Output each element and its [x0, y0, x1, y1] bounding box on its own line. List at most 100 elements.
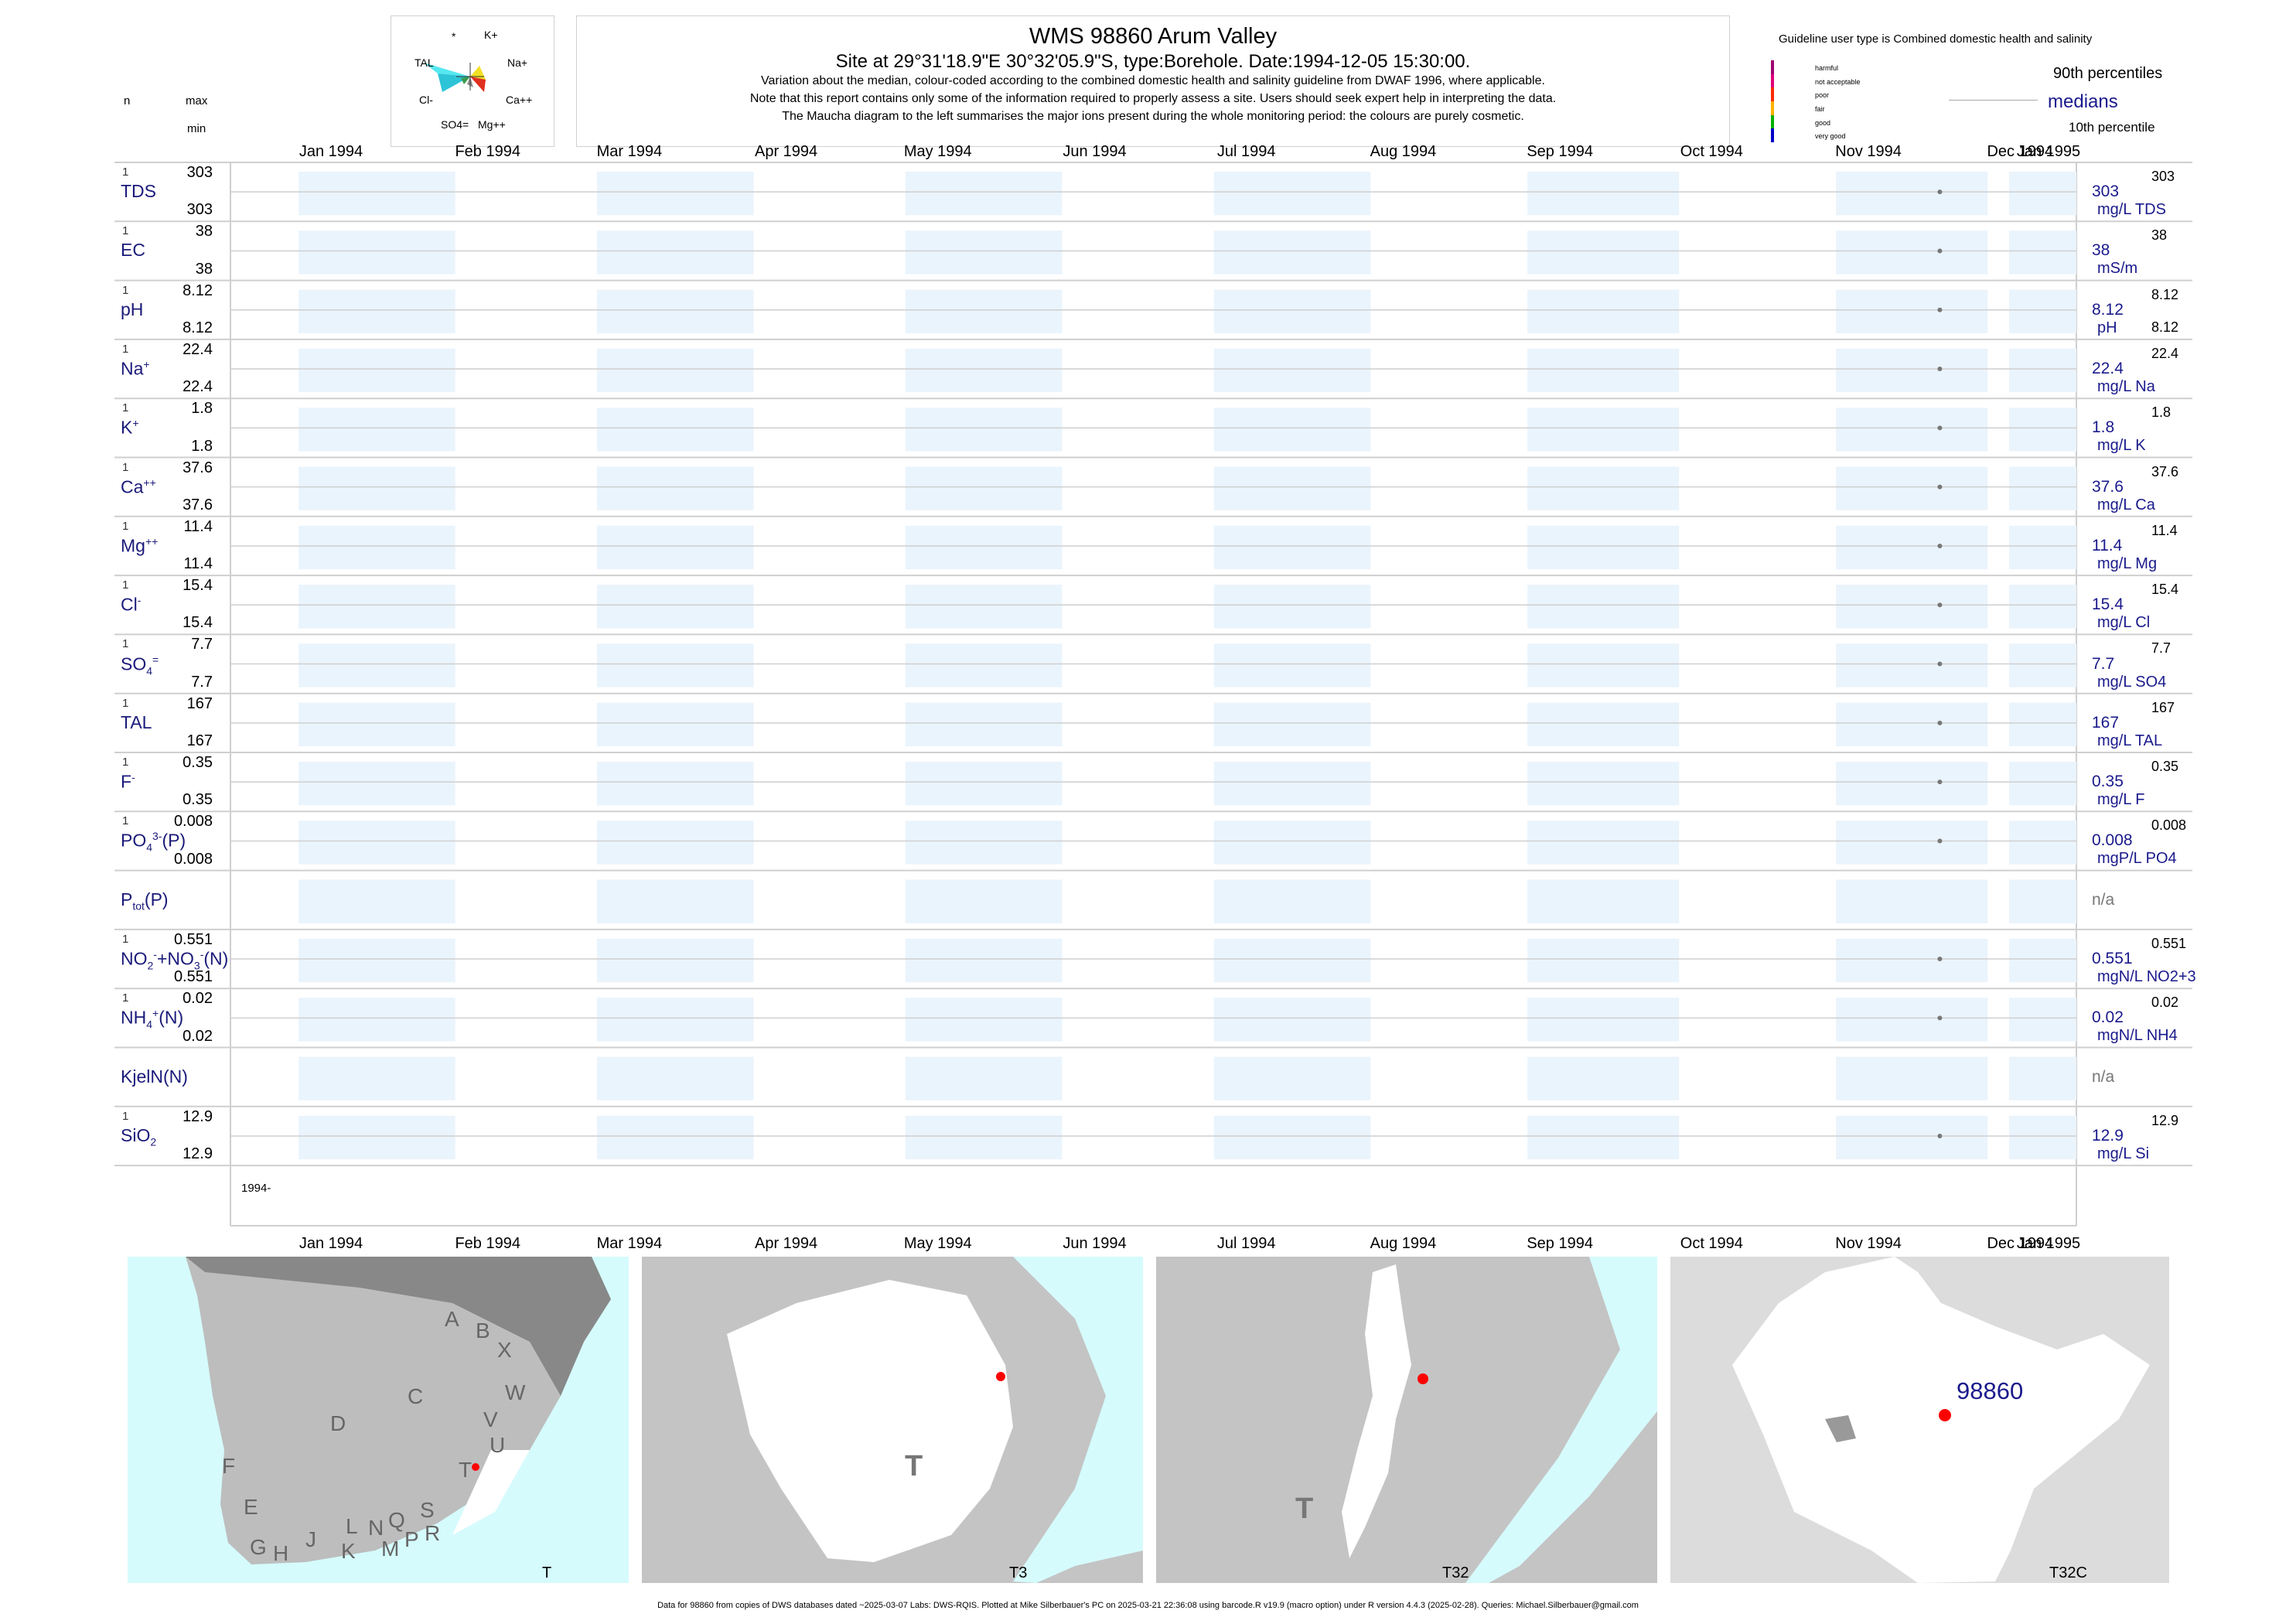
month-band — [1213, 879, 1371, 923]
row-n: 1 — [122, 991, 129, 1005]
page-title: WMS 98860 Arum Valley — [1029, 24, 1278, 49]
map-t-dark-land — [128, 1257, 611, 1396]
x-tick-bottom: Aug 1994 — [1370, 1235, 1437, 1252]
row-max: 0.35 — [183, 754, 213, 771]
row-min: 8.12 — [183, 319, 213, 336]
month-band — [299, 998, 455, 1042]
month-band — [596, 702, 754, 746]
month-band — [1836, 408, 1988, 452]
row-median: 37.6 — [2092, 477, 2124, 496]
map-t32-site — [1418, 1373, 1428, 1384]
row-label: NH4+(N) — [121, 1007, 184, 1031]
row-p90: 8.12 — [2151, 286, 2179, 302]
row-p90: 0.02 — [2151, 995, 2179, 1011]
month-band — [2009, 879, 2076, 923]
row-na: n/a — [2092, 890, 2115, 909]
map-tile-t32: T T32 — [1156, 1257, 1657, 1583]
x-tick-top: Jan 1994 — [299, 143, 363, 160]
sample-point — [1937, 602, 1943, 608]
legend-color-bar — [1771, 60, 1774, 142]
month-band — [905, 408, 1063, 452]
column-header-max: max — [186, 94, 208, 107]
month-band — [299, 348, 455, 393]
row-n: 1 — [122, 224, 129, 238]
map-region-letter: V — [483, 1407, 498, 1431]
row-max: 303 — [186, 164, 213, 181]
month-band — [596, 348, 754, 393]
map-t32-caption: T32 — [1442, 1564, 1469, 1581]
row-median: 0.35 — [2092, 773, 2124, 791]
month-band — [905, 938, 1063, 983]
row-median: 0.02 — [2092, 1008, 2124, 1027]
month-band — [1213, 230, 1371, 275]
map-region-letter: M — [381, 1537, 400, 1561]
row-max: 167 — [186, 694, 213, 712]
map-region-letter: K — [341, 1539, 356, 1563]
month-band — [905, 702, 1063, 746]
sample-point — [1937, 720, 1943, 725]
month-band — [905, 172, 1063, 216]
month-band — [1527, 643, 1680, 687]
month-band — [1213, 408, 1371, 452]
legend-item-label: fair — [1815, 105, 1825, 113]
sample-point — [1937, 1133, 1943, 1138]
month-band — [1836, 1115, 1988, 1160]
month-band — [299, 466, 455, 510]
row-n: 1 — [122, 1109, 129, 1123]
month-band — [1527, 230, 1680, 275]
row-na: n/a — [2092, 1067, 2115, 1086]
month-band — [1836, 466, 1988, 510]
month-band — [596, 230, 754, 275]
legend-item-label: harmful — [1815, 64, 1839, 72]
month-band — [1527, 408, 1680, 452]
sample-point — [1937, 248, 1943, 254]
month-band — [2009, 172, 2076, 216]
row-median: 7.7 — [2092, 654, 2115, 673]
sample-point — [1937, 367, 1943, 372]
month-band — [1213, 702, 1371, 746]
maucha-star: * — [452, 30, 456, 43]
row-min: 12.9 — [183, 1145, 213, 1163]
legend-item-label: good — [1815, 118, 1831, 127]
maucha-na-label: Na+ — [507, 56, 528, 69]
header-note-3: The Maucha diagram to the left summarise… — [782, 110, 1524, 123]
row-label: Mg++ — [121, 534, 159, 556]
sample-point — [1937, 661, 1943, 667]
x-tick-top: Jan 1995 — [2016, 143, 2081, 160]
row-median: 167 — [2092, 713, 2120, 732]
month-band — [596, 466, 754, 510]
map-region-letter: N — [368, 1516, 384, 1540]
month-band — [1213, 289, 1371, 333]
row-n: 1 — [122, 283, 129, 297]
map-t-site — [472, 1463, 479, 1471]
x-tick-bottom: Oct 1994 — [1680, 1235, 1743, 1252]
month-band — [1213, 348, 1371, 393]
month-band — [1527, 762, 1680, 806]
month-band — [1836, 525, 1988, 570]
row-p90: 15.4 — [2151, 582, 2179, 598]
map-region-letter: S — [420, 1498, 435, 1522]
x-tick-bottom: Jan 1994 — [299, 1235, 363, 1252]
map-region-letter: J — [305, 1527, 316, 1551]
sample-point — [1937, 838, 1943, 844]
month-band — [1836, 289, 1988, 333]
header-note-2: Note that this report contains only some… — [749, 92, 1557, 105]
maucha-ca-wedge — [470, 77, 486, 92]
row-max: 1.8 — [191, 400, 213, 418]
month-band — [905, 230, 1063, 275]
row-median: 8.12 — [2092, 300, 2124, 319]
sample-point — [1937, 425, 1943, 431]
row-label: PO43-(P) — [121, 830, 186, 854]
x-tick-top: May 1994 — [903, 143, 972, 160]
map-region-letter: B — [476, 1319, 490, 1343]
row-label: EC — [121, 240, 145, 261]
month-band — [1527, 998, 1680, 1042]
row-p90: 0.551 — [2151, 935, 2187, 951]
month-band — [596, 643, 754, 687]
month-band — [2009, 348, 2076, 393]
month-band — [1836, 821, 1988, 865]
row-label: pH — [121, 299, 144, 319]
row-median: 0.551 — [2092, 950, 2133, 968]
row-min: 0.008 — [173, 850, 213, 868]
month-band — [905, 466, 1063, 510]
